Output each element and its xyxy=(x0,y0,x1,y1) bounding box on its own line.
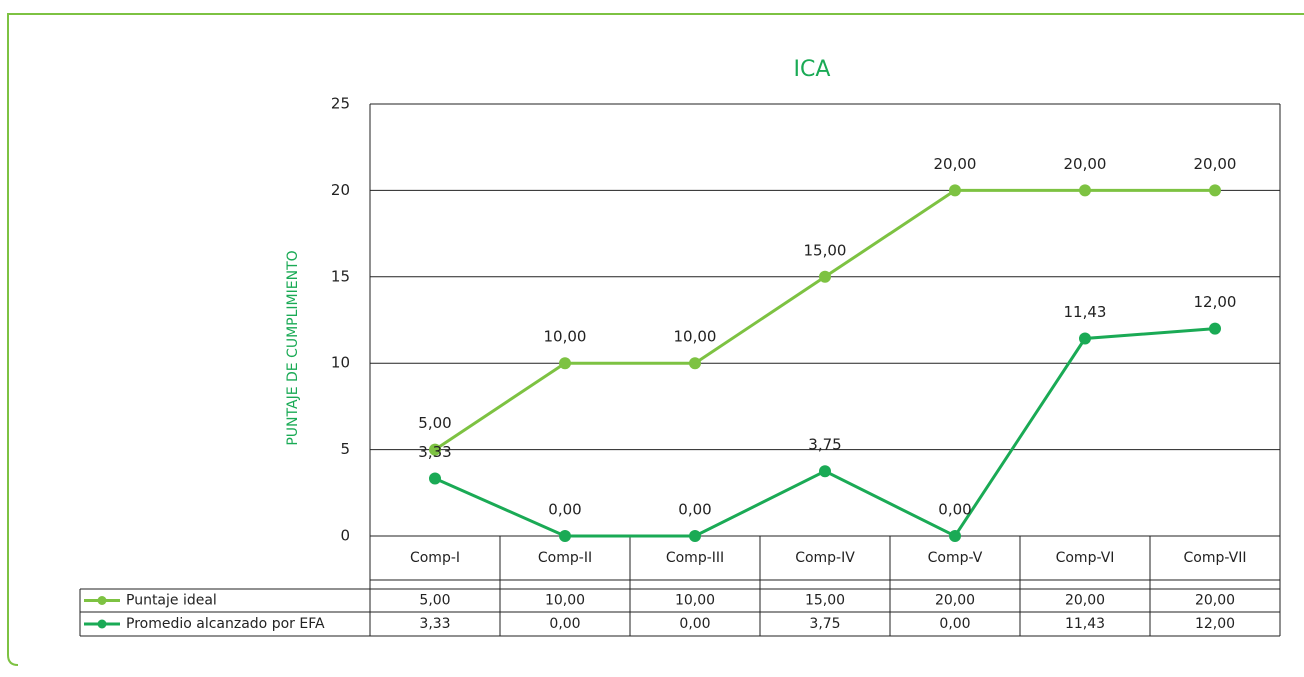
point xyxy=(689,530,701,542)
table-cell: 10,00 xyxy=(545,593,585,609)
point xyxy=(949,184,961,197)
data-label: 3,75 xyxy=(808,436,841,454)
x-tick-label: Comp-I xyxy=(410,550,460,566)
table-cell: 5,00 xyxy=(419,593,450,609)
point xyxy=(559,530,571,542)
table-cell: 0,00 xyxy=(679,616,710,632)
data-label: 11,43 xyxy=(1064,303,1107,321)
table-cell: 15,00 xyxy=(805,593,845,609)
y-tick-label: 5 xyxy=(340,440,350,458)
table-cell: 20,00 xyxy=(1195,593,1235,609)
point xyxy=(689,357,701,370)
y-tick-label: 25 xyxy=(331,95,350,113)
point xyxy=(819,270,831,283)
chart-title: ICA xyxy=(794,57,831,82)
point xyxy=(429,443,441,456)
legend-label: Promedio alcanzado por EFA xyxy=(126,616,325,632)
x-tick-label: Comp-VII xyxy=(1184,550,1247,566)
x-tick-label: Comp-V xyxy=(928,550,983,566)
x-tick-label: Comp-II xyxy=(538,550,592,566)
table-cell: 20,00 xyxy=(935,593,975,609)
y-tick-label: 10 xyxy=(331,354,350,372)
y-axis-label: PUNTAJE DE CUMPLIMIENTO xyxy=(285,250,301,445)
y-tick-label: 20 xyxy=(331,181,350,199)
table-cell: 3,75 xyxy=(809,616,840,632)
table-cell: 10,00 xyxy=(675,593,715,609)
point xyxy=(1079,332,1091,345)
point xyxy=(559,357,571,370)
data-label: 0,00 xyxy=(938,501,971,519)
point xyxy=(949,530,961,542)
point xyxy=(1079,184,1091,197)
data-label: 5,00 xyxy=(418,414,451,432)
table-cell: 20,00 xyxy=(1065,593,1105,609)
data-label: 10,00 xyxy=(674,328,717,346)
point xyxy=(819,465,831,478)
legend-marker xyxy=(97,619,107,629)
data-label: 20,00 xyxy=(1194,155,1237,173)
legend-marker xyxy=(97,596,107,605)
y-tick-label: 15 xyxy=(331,267,350,285)
data-label: 10,00 xyxy=(544,328,587,346)
data-label: 0,00 xyxy=(678,501,711,519)
data-label: 20,00 xyxy=(934,155,977,173)
table-cell: 0,00 xyxy=(549,616,580,632)
data-label: 20,00 xyxy=(1064,155,1107,173)
y-tick-label: 0 xyxy=(340,527,350,545)
table-cell: 11,43 xyxy=(1065,616,1105,632)
point xyxy=(1209,322,1221,335)
frame xyxy=(7,13,1304,666)
table-cell: 12,00 xyxy=(1195,616,1235,632)
point xyxy=(429,472,441,485)
data-label: 15,00 xyxy=(804,241,847,259)
x-tick-label: Comp-VI xyxy=(1056,550,1115,566)
data-label: 12,00 xyxy=(1194,293,1237,311)
point xyxy=(1209,184,1221,197)
table-cell: 0,00 xyxy=(939,616,970,632)
legend-label: Puntaje ideal xyxy=(126,593,217,609)
x-tick-label: Comp-IV xyxy=(795,550,855,566)
x-tick-label: Comp-III xyxy=(666,550,724,566)
table-cell: 3,33 xyxy=(419,616,450,632)
data-label: 3,33 xyxy=(418,443,451,461)
data-label: 0,00 xyxy=(548,501,581,519)
